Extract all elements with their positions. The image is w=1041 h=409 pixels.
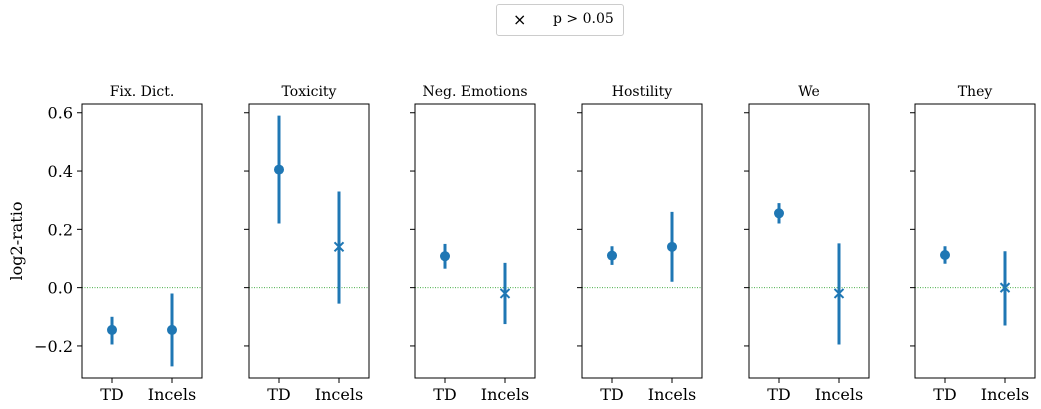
- data-point-marker: [607, 250, 617, 261]
- panel-title: They: [958, 84, 993, 100]
- data-point-marker: [107, 324, 117, 335]
- y-tick-label: 0.2: [48, 220, 73, 239]
- legend: × p > 0.05: [496, 4, 624, 36]
- panel-title: Neg. Emotions: [422, 84, 527, 100]
- panel-frame: [81, 103, 203, 379]
- y-axis-label: log2-ratio: [7, 202, 26, 281]
- data-point-marker: [440, 251, 450, 262]
- data-point-x-marker: [999, 282, 1011, 293]
- data-point-marker: [667, 241, 677, 252]
- panel-frame: [914, 103, 1036, 379]
- x-tick-label: Incels: [981, 385, 1029, 404]
- x-tick-label: Incels: [648, 385, 696, 404]
- panel-title: Fix. Dict.: [110, 84, 175, 100]
- data-point-marker: [940, 249, 950, 260]
- y-tick-label: 0.0: [48, 279, 73, 298]
- x-tick-label: TD: [100, 385, 124, 404]
- x-tick-label: TD: [767, 385, 791, 404]
- panel-frame: [581, 103, 703, 379]
- x-marker-icon: ×: [513, 10, 527, 29]
- x-tick-label: Incels: [481, 385, 529, 404]
- data-point-x-marker: [499, 288, 511, 299]
- x-tick-label: Incels: [148, 385, 196, 404]
- x-tick-label: TD: [600, 385, 624, 404]
- data-point-x-marker: [833, 288, 845, 299]
- panel-title: Toxicity: [282, 84, 337, 100]
- x-tick-label: Incels: [815, 385, 863, 404]
- data-point-x-marker: [333, 241, 345, 253]
- panel-frame: [414, 103, 536, 379]
- data-point-marker: [774, 208, 784, 219]
- x-tick-label: TD: [933, 385, 957, 404]
- y-tick-label: 0.4: [48, 162, 73, 181]
- panel-frame: [248, 103, 370, 379]
- data-point-marker: [167, 324, 177, 335]
- x-tick-label: TD: [267, 385, 291, 404]
- x-tick-label: Incels: [315, 385, 363, 404]
- panel-frame: [748, 103, 870, 379]
- y-tick-label: 0.6: [48, 104, 73, 123]
- y-tick-label: −0.2: [34, 337, 73, 356]
- panel-title: Hostility: [612, 84, 673, 100]
- legend-label: p > 0.05: [553, 11, 614, 27]
- x-tick-label: TD: [433, 385, 457, 404]
- panel-title: We: [798, 84, 820, 100]
- data-point-marker: [274, 164, 284, 175]
